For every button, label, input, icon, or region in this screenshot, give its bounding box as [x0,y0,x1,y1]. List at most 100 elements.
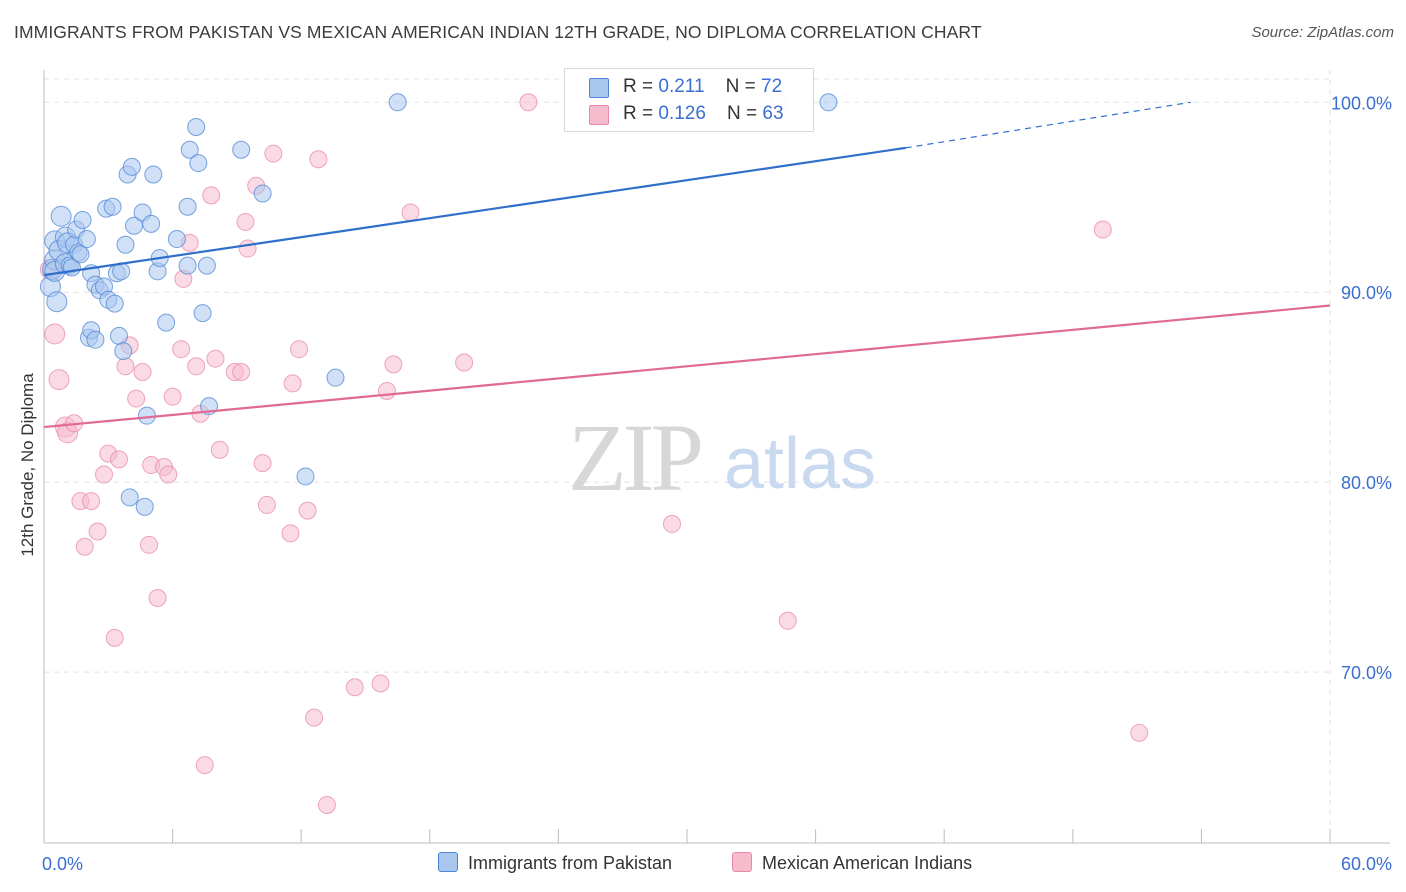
mexican-point [519,93,538,112]
mexican-point [253,454,272,473]
pakistan-point [144,165,163,184]
y-axis-label: 12th Grade, No Diploma [18,373,37,557]
y-tick-labels: 70.0% 80.0% 90.0% 100.0% [1331,93,1392,683]
grid-lines [44,70,1331,843]
bottom-swatch-pink [732,852,752,872]
x-tick-labels: 0.0% 60.0% [42,854,1392,874]
bottom-legend-label: Immigrants from Pakistan [468,853,673,873]
legend-r-label: R = [623,76,659,97]
mexican-point [202,186,221,205]
mexican-point [290,340,309,359]
mexican-point [377,381,396,400]
legend-r-value: 0.126 [658,103,706,124]
bottom-legend-mexican: Mexican American Indians [732,852,972,874]
mexican-point [238,239,257,258]
bottom-legend-label: Mexican American Indians [762,853,973,873]
mexican-point [127,389,146,408]
pakistan-point [103,197,122,216]
legend-r-label: R = [623,103,659,124]
pakistan-point [110,326,129,345]
y-tick-label: 90.0% [1341,283,1392,303]
pakistan-point [114,342,133,361]
mexican-point [148,588,167,607]
pakistan-point [116,235,135,254]
mexican-point [264,144,283,163]
mexican-point [206,349,225,368]
mexican-point [662,514,681,533]
mexican-point [159,465,178,484]
pakistan-point [187,117,206,136]
mexican-point [257,495,276,514]
pakistan-point [77,230,96,249]
pakistan-point [137,406,156,425]
mexican-point [281,524,300,543]
pakistan-point [189,154,208,173]
chart-title: IMMIGRANTS FROM PAKISTAN VS MEXICAN AMER… [14,22,982,42]
legend-n-label: N = [725,76,762,97]
mexican-point [133,362,152,381]
mexican-point [172,340,191,359]
trend-lines [43,101,1331,429]
watermark: ZIP atlas [568,404,876,511]
mexican-point [371,674,390,693]
pakistan-point [122,157,141,176]
pakistan-point [50,205,72,227]
pakistan-point [142,214,161,233]
mexican-point [401,203,420,222]
pakistan-point [178,256,197,275]
legend-n-value: 63 [762,103,784,124]
mexican-point [309,150,328,169]
mexican-point [384,355,403,374]
pakistan-point [71,245,90,264]
pakistan-point [296,467,315,486]
source-label: Source: ZipAtlas.com [1251,24,1394,41]
legend-n-value: 72 [761,76,783,97]
pakistan-point [253,184,272,203]
mexican-point [88,522,107,541]
legend-swatch-pink [589,105,609,125]
mexican-point [232,362,251,381]
mexican-point [105,628,124,647]
watermark-atlas: atlas [724,424,876,504]
pakistan-point [167,230,186,249]
mexican-point [317,796,336,815]
mexican-point [1093,220,1112,239]
pakistan-point [135,497,154,516]
pakistan-point [388,93,407,112]
pakistan-point [326,368,345,387]
mexican-point [455,353,474,372]
watermark-zip: ZIP [568,404,701,511]
mexican-point [44,323,66,345]
pakistan-trend-extension [905,101,1191,149]
pakistan-point [232,140,251,159]
mexican-point [163,387,182,406]
correlation-legend: R = 0.211 N = 72 R = 0.126 N = 63 [564,68,814,132]
mexican-trend-line [43,304,1331,429]
pakistan-point [46,291,68,313]
pakistan-point [86,330,105,349]
y-tick-label: 70.0% [1341,663,1392,683]
pakistan-point [197,256,216,275]
legend-swatch-blue [589,78,609,98]
mexican-point [187,357,206,376]
mexican-point [48,369,70,391]
pakistan-point [120,488,139,507]
mexican-point [778,611,797,630]
mexican-point [1130,723,1149,742]
mexican-point [195,756,214,775]
y-tick-label: 80.0% [1341,473,1392,493]
mexican-point [305,708,324,727]
mexican-point [283,374,302,393]
mexican-point [110,450,129,469]
bottom-legend-pakistan: Immigrants from Pakistan [438,852,672,874]
bottom-swatch-blue [438,852,458,872]
pakistan-point [178,197,197,216]
mexican-point [210,440,229,459]
pakistan-trend-line [43,146,906,277]
pakistan-point [105,294,124,313]
axes [43,70,1390,844]
x-tick-label: 60.0% [1341,854,1392,874]
mexican-point [140,535,159,554]
mexican-point [116,357,135,376]
